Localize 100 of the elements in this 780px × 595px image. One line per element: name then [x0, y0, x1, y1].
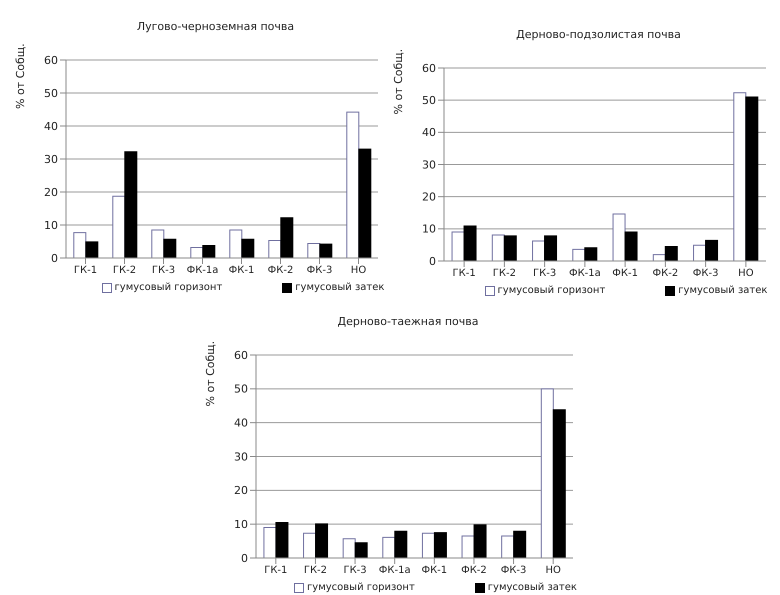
y-tick-label: 30	[234, 450, 248, 464]
bar	[394, 530, 408, 558]
bar	[346, 112, 360, 258]
y-tick-label: 10	[44, 218, 58, 232]
chart-title: Дерново-таежная почва	[336, 314, 480, 330]
chart-title: Лугово-черноземная почва	[136, 19, 296, 35]
bar	[540, 388, 554, 558]
bar	[544, 235, 558, 261]
legend-label: гумусовый горизонт	[496, 285, 606, 296]
bar	[263, 527, 276, 558]
y-tick-label: 60	[234, 348, 248, 362]
y-tick-label: 60	[44, 54, 58, 67]
y-tick-label: 30	[422, 158, 436, 172]
x-tick-label: ФК-2	[268, 265, 294, 276]
bar	[422, 532, 435, 558]
bar	[705, 240, 718, 261]
x-tick-label: ФК-2	[652, 268, 678, 280]
bar	[307, 242, 320, 258]
bar	[584, 247, 598, 261]
bar	[268, 240, 282, 258]
bar	[552, 409, 566, 558]
x-tick-label: ФК-1а	[186, 265, 218, 276]
x-tick-label: ГК-2	[112, 265, 136, 276]
y-tick-label: 50	[44, 86, 58, 100]
bar	[112, 196, 126, 258]
bar	[504, 235, 517, 261]
x-tick-label: ФК-1а	[378, 565, 411, 576]
bar	[202, 244, 216, 258]
bar	[462, 536, 475, 558]
bar	[693, 244, 706, 261]
bar	[382, 536, 396, 558]
bar	[124, 151, 138, 258]
x-tick-label: ГК-3	[152, 265, 176, 276]
bar	[492, 234, 505, 261]
bar	[464, 225, 477, 261]
legend-label: гумусовый затек	[294, 282, 384, 293]
y-tick-label: 40	[422, 126, 436, 140]
bar	[342, 538, 356, 558]
y-tick-label: 50	[422, 94, 436, 108]
x-tick-label: ГК-1	[452, 268, 476, 280]
bar	[275, 522, 288, 558]
y-tick-label: 0	[429, 254, 436, 268]
x-tick-label: ФК-3	[306, 265, 332, 276]
x-tick-label: ГК-2	[492, 268, 516, 280]
y-axis-title: % от Собщ.	[204, 340, 217, 406]
x-tick-label: НО	[738, 268, 754, 280]
bar	[733, 92, 746, 261]
bar	[434, 532, 447, 558]
x-tick-label: ГК-3	[343, 565, 367, 576]
bar	[513, 530, 526, 558]
y-tick-label: 40	[44, 120, 58, 133]
x-tick-label: ФК-2	[461, 565, 487, 576]
x-tick-label: ФК-1	[421, 565, 448, 576]
bar	[315, 523, 328, 558]
x-tick-label: ГК-1	[264, 565, 288, 576]
y-tick-label: 10	[234, 518, 248, 532]
bar	[73, 232, 86, 258]
x-tick-label: ФК-1	[612, 268, 638, 280]
x-tick-label: ГК-2	[304, 565, 328, 576]
x-tick-label: ФК-1а	[568, 268, 601, 280]
y-axis-title: % от Собщ.	[14, 43, 27, 109]
bar	[664, 246, 678, 261]
y-tick-label: 40	[234, 416, 248, 430]
legend-label: гумусовый горизонт	[114, 282, 222, 293]
bar	[745, 96, 758, 261]
bar	[624, 232, 638, 261]
x-tick-label: ФК-3	[500, 565, 526, 576]
x-tick-label: НО	[350, 265, 366, 276]
bar	[303, 532, 316, 558]
x-tick-label: НО	[545, 565, 562, 576]
y-tick-label: 0	[241, 552, 248, 565]
y-tick-label: 60	[422, 62, 436, 75]
bar	[163, 238, 176, 258]
y-tick-label: 0	[51, 252, 58, 265]
bar	[501, 536, 514, 558]
legend-label: гумусовый затек	[677, 285, 768, 296]
bar	[241, 238, 254, 258]
bar	[612, 214, 626, 261]
bar	[280, 217, 294, 258]
bar	[319, 244, 332, 258]
x-tick-label: ФК-1	[228, 265, 254, 276]
bar	[474, 524, 487, 558]
bar	[229, 229, 242, 258]
bar	[532, 240, 546, 261]
x-tick-label: ГК-3	[533, 268, 556, 280]
bar	[452, 232, 465, 261]
y-tick-label: 50	[234, 382, 248, 396]
bar	[151, 229, 164, 258]
bar	[358, 148, 372, 258]
y-axis-title: % от Собщ.	[392, 48, 405, 114]
y-tick-label: 20	[44, 186, 58, 199]
legend-label: гумусовый затек	[486, 582, 577, 593]
y-tick-label: 10	[422, 222, 436, 236]
y-tick-label: 30	[44, 152, 58, 166]
x-tick-label: ФК-3	[692, 268, 718, 280]
bar	[85, 241, 98, 258]
chart-title: Дерново-подзолистая почва	[515, 27, 682, 43]
bar	[354, 542, 368, 558]
legend-label: гумусовый горизонт	[306, 582, 415, 593]
y-tick-label: 20	[234, 484, 248, 498]
